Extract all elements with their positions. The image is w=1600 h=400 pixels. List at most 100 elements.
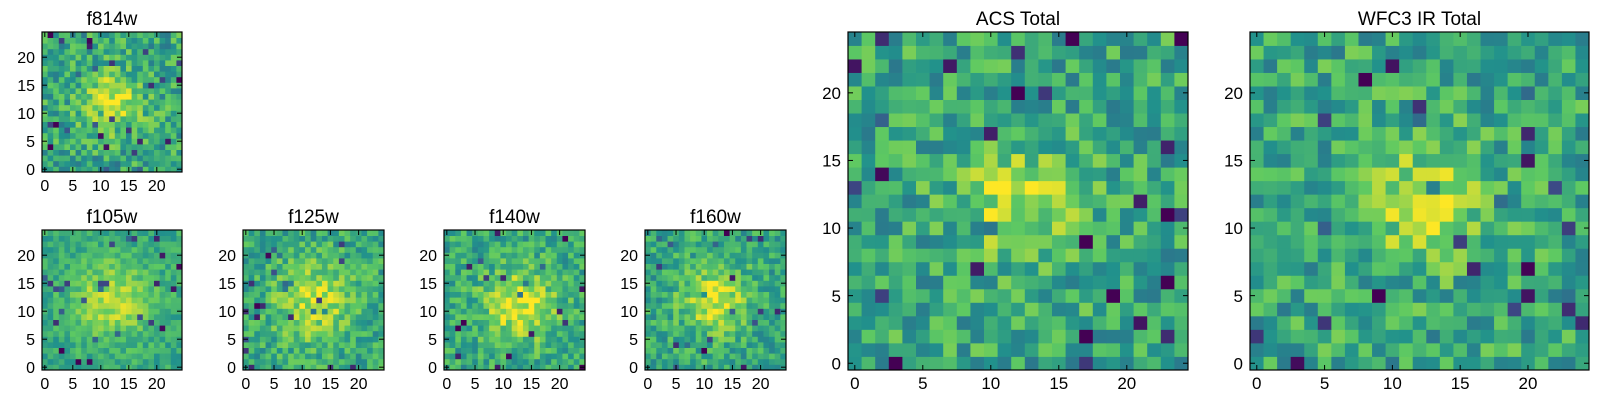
heatmap-cell	[1065, 329, 1080, 344]
heatmap-cell	[460, 291, 467, 298]
heatmap-cell	[579, 358, 586, 365]
heatmap-cell	[656, 342, 663, 348]
heatmap-cell	[1412, 153, 1427, 168]
heatmap-cell	[282, 274, 289, 281]
heatmap-cell	[47, 149, 54, 156]
heatmap-cell	[1426, 113, 1441, 128]
heatmap-cell	[103, 43, 110, 50]
heatmap-cell	[534, 286, 541, 292]
heatmap-cell	[1480, 167, 1495, 182]
heatmap-cell	[472, 325, 479, 332]
heatmap-cell	[64, 241, 71, 248]
heatmap-cell	[943, 45, 958, 60]
heatmap-cell	[142, 252, 149, 259]
heatmap-cell	[131, 138, 138, 145]
heatmap-cell	[1331, 140, 1346, 155]
heatmap-cell	[103, 297, 110, 304]
heatmap-cell	[355, 263, 362, 270]
heatmap-cell	[1521, 32, 1536, 46]
heatmap-cell	[114, 127, 121, 134]
heatmap-cell	[472, 319, 479, 326]
heatmap-cell	[539, 258, 546, 264]
heatmap-cell	[58, 246, 65, 253]
heatmap-cell	[1092, 315, 1107, 330]
heatmap-cell	[997, 356, 1012, 371]
heatmap-cell	[372, 241, 379, 248]
y-tick-label: 15	[17, 276, 35, 293]
heatmap-cell	[1290, 59, 1305, 73]
heatmap-cell	[103, 166, 110, 173]
heatmap-cell	[956, 275, 971, 290]
heatmap-cell	[511, 252, 518, 259]
heatmap-cell	[154, 342, 160, 348]
heatmap-cell	[64, 269, 71, 276]
heatmap-cell	[282, 258, 289, 264]
heatmap-cell	[551, 241, 558, 248]
heatmap-cell	[551, 364, 558, 371]
heatmap-cell	[861, 275, 876, 290]
heatmap-cell	[916, 72, 930, 87]
heatmap-cell	[1174, 45, 1189, 60]
heatmap-cell	[701, 291, 708, 298]
heatmap-cell	[1575, 221, 1590, 236]
heatmap-cell	[1561, 99, 1576, 114]
heatmap-cell	[483, 269, 490, 276]
heatmap-cell	[774, 358, 781, 365]
heatmap-cell	[42, 353, 48, 360]
heatmap-cell	[929, 140, 944, 155]
heatmap-cell	[165, 138, 172, 145]
heatmap-cell	[81, 60, 88, 66]
heatmap-cell	[667, 286, 674, 292]
heatmap-cell	[573, 297, 580, 304]
heatmap-cell	[1385, 167, 1400, 182]
heatmap-cell	[293, 263, 300, 270]
heatmap-cell	[1263, 72, 1278, 87]
heatmap-cell	[86, 93, 93, 100]
heatmap-cell	[126, 37, 132, 44]
heatmap-cell	[333, 263, 340, 270]
heatmap-cell	[729, 314, 736, 320]
heatmap-cell	[1399, 32, 1414, 46]
heatmap-cell	[460, 325, 467, 332]
heatmap-cell	[1079, 221, 1094, 236]
heatmap-cell	[1011, 194, 1026, 209]
heatmap-cell	[92, 116, 99, 122]
heatmap-cell	[472, 347, 479, 354]
heatmap-cell	[1453, 99, 1468, 114]
heatmap-cell	[1011, 126, 1026, 141]
heatmap-cell	[148, 241, 155, 248]
heatmap-cell	[494, 319, 501, 326]
heatmap-cell	[344, 280, 351, 287]
heatmap-cell	[460, 246, 467, 253]
heatmap-cell	[86, 54, 93, 61]
heatmap-cell	[522, 342, 529, 348]
heatmap-cell	[455, 336, 462, 343]
heatmap-cell	[757, 235, 764, 242]
heatmap-cell	[656, 336, 663, 343]
heatmap-cell	[1534, 234, 1549, 249]
heatmap-cell	[109, 280, 116, 287]
heatmap-cell	[271, 330, 278, 337]
heatmap-cell	[769, 291, 776, 298]
heatmap-cell	[120, 76, 127, 83]
heatmap-cell	[1120, 126, 1134, 141]
heatmap-cell	[861, 302, 876, 317]
heatmap-cell	[316, 297, 323, 304]
heatmap-cell	[58, 263, 65, 270]
heatmap-cell	[64, 263, 71, 270]
heatmap-cell	[1277, 342, 1292, 357]
heatmap-cell	[170, 263, 177, 270]
heatmap-cell	[1160, 140, 1175, 155]
heatmap-cell	[75, 230, 82, 236]
heatmap-cell	[288, 246, 295, 253]
heatmap-cell	[1304, 126, 1319, 141]
heatmap-cell	[517, 297, 524, 304]
heatmap-cell	[75, 37, 82, 44]
heatmap-cell	[1263, 234, 1278, 249]
heatmap-cell	[154, 104, 160, 111]
heatmap-cell	[1331, 59, 1346, 73]
heatmap-cell	[98, 330, 104, 337]
heatmap-cell	[165, 246, 172, 253]
heatmap-cell	[176, 353, 183, 360]
heatmap-cell	[861, 356, 876, 371]
